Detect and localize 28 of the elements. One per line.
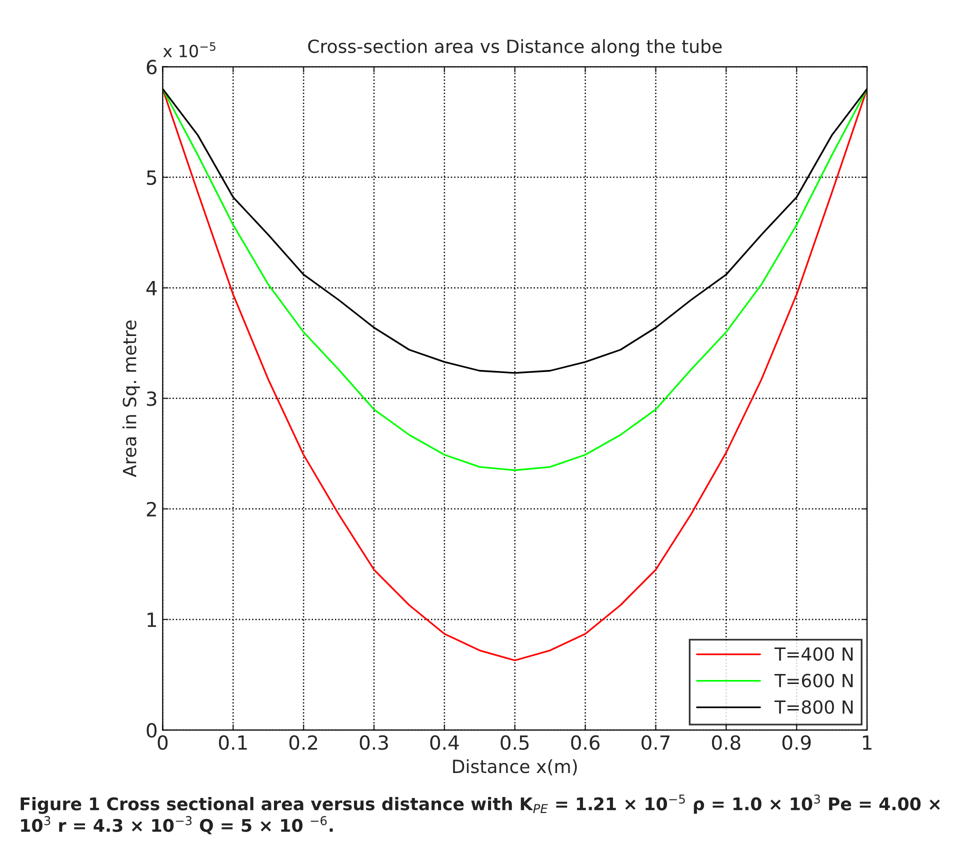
x-tick-label: 0.5 (500, 735, 529, 750)
y-tick-label: 5 (146, 170, 156, 185)
x-tick-label: 0 (158, 735, 168, 750)
legend-label: T=400 N (774, 647, 853, 661)
y-tick-label: 6 (146, 60, 157, 74)
x-tick-label: 1 (862, 735, 872, 750)
legend-label: T=600 N (774, 674, 853, 688)
x-tick-label: 0.7 (642, 735, 670, 750)
y-tick-label: 0 (146, 722, 157, 738)
y-tick-label: 3 (146, 391, 156, 406)
y-axis-title: Area in Sq. metre (122, 320, 140, 478)
y-tick-label: 2 (146, 502, 156, 516)
x-tick-label: 0.3 (360, 735, 388, 750)
text: x 10$^{−5}$ (163, 42, 216, 58)
chart-title: Cross-section area vs Distance along the tube (308, 39, 722, 57)
x-tick-label: 0.9 (782, 735, 811, 750)
line-series (162, 88, 868, 472)
y-tick-label: 4 (146, 281, 157, 296)
x-tick-label: 0.8 (712, 735, 740, 750)
x-tick-label: 0.1 (218, 735, 247, 750)
x-tick-label: 0.2 (289, 735, 318, 750)
y-tick-label: 1 (148, 612, 156, 627)
x-tick-label: 0.4 (430, 735, 459, 750)
line-series (162, 88, 868, 662)
legend-label: T=800 N (774, 700, 853, 714)
x-tick-label: 0.6 (571, 735, 600, 750)
text: Figure 1 Cross sectional area versus distance with K$_{PE}$ = 1.21 × 10$^{−5}$ ρ = 1.0 × 10$^{3}$ Pe = 4.00 × 10$^{3}$ r = 4.3 × 10$^{−3}$ Q = 5 × 10 $^{−6}$. (20, 794, 940, 834)
x-axis-title: Distance x(m) (453, 759, 577, 776)
